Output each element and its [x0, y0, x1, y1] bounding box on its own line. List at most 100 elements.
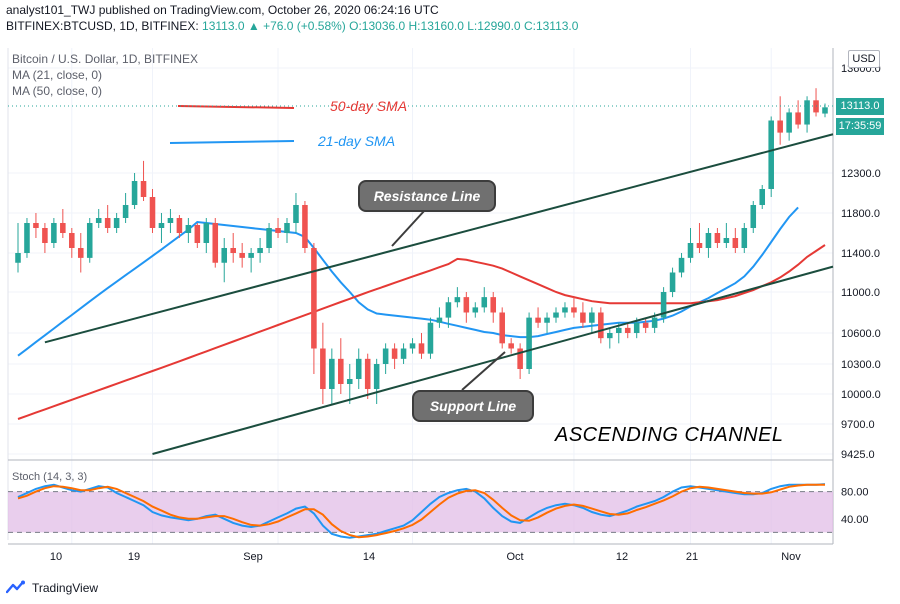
candle: [113, 213, 120, 233]
time-tick-label: 12: [616, 551, 628, 563]
candle-body: [786, 112, 792, 133]
candle: [571, 297, 577, 318]
candle-body: [615, 327, 622, 333]
candle-body: [678, 257, 685, 273]
candle-body: [795, 112, 801, 125]
ma21-legend[interactable]: MA (21, close, 0): [12, 68, 103, 82]
candle-body: [732, 238, 739, 248]
candle: [544, 312, 550, 333]
candle: [705, 228, 712, 258]
candle-body: [544, 317, 550, 323]
ma21-line: [17, 206, 799, 357]
ma50-legend[interactable]: MA (50, close, 0): [12, 84, 103, 98]
panel-frame: [7, 48, 834, 545]
currency-badge[interactable]: USD: [848, 50, 880, 68]
candle: [669, 267, 676, 298]
candle: [490, 292, 497, 323]
candle-body: [598, 312, 604, 339]
price-tick-label: 11400.0: [841, 248, 880, 260]
candle-body: [723, 238, 730, 243]
candle: [42, 223, 48, 253]
candle: [24, 218, 30, 258]
candle: [804, 96, 810, 133]
candle-body: [320, 348, 326, 389]
candle-body: [391, 348, 398, 359]
candle: [768, 116, 774, 197]
candle: [580, 302, 586, 328]
candle-body: [714, 233, 721, 243]
candle: [472, 302, 479, 318]
candle: [481, 287, 488, 313]
candle-body: [122, 205, 129, 218]
publish-info: analyst101_TWJ published on TradingView.…: [6, 3, 439, 17]
candle-body: [490, 297, 497, 313]
candle: [741, 223, 748, 253]
candle: [391, 343, 398, 369]
candle-body: [364, 358, 371, 389]
tradingview-brand: TradingView: [32, 581, 99, 595]
stoch-label: Stoch (14, 3, 3): [12, 471, 87, 483]
candle-body: [553, 312, 559, 318]
tradingview-footer[interactable]: TradingView: [6, 578, 98, 598]
candle-body: [212, 223, 219, 263]
candle-body: [158, 223, 165, 228]
candle: [624, 322, 631, 339]
candle: [122, 193, 129, 223]
candle-body: [104, 218, 111, 228]
candle-body: [239, 253, 245, 258]
candle-body: [777, 120, 783, 133]
moving-averages: [17, 206, 826, 420]
stoch-tick-label: 40.00: [841, 514, 869, 526]
chart-title: Bitcoin / U.S. Dollar, 1D, BITFINEX: [12, 52, 199, 66]
candle-body: [409, 343, 416, 349]
candle-body: [705, 233, 712, 248]
candle-body: [445, 302, 452, 318]
candle-body: [382, 348, 389, 364]
candle: [95, 209, 102, 228]
candle: [777, 96, 783, 145]
candle-body: [33, 223, 39, 228]
candle: [723, 223, 730, 248]
candle: [517, 343, 523, 379]
candle-body: [24, 223, 30, 253]
stoch-tick-label: 80.00: [841, 487, 869, 499]
candle-body: [221, 248, 228, 263]
candle: [642, 317, 649, 333]
candle: [795, 100, 801, 129]
price-tick-label: 10600.0: [841, 328, 881, 340]
candle-body: [373, 364, 380, 389]
symbol-label: BITFINEX:BTCUSD, 1D, BITFINEX:: [6, 19, 199, 33]
candle-body: [131, 181, 138, 205]
candle-body: [42, 228, 48, 243]
candle: [678, 253, 685, 278]
candle: [562, 302, 568, 318]
candle-body: [589, 312, 595, 323]
candle: [77, 233, 84, 273]
time-tick-label: Oct: [506, 551, 523, 563]
candle: [149, 189, 156, 233]
candle: [508, 338, 514, 354]
candle: [33, 213, 39, 238]
candle-body: [463, 297, 470, 313]
candle-body: [248, 253, 254, 258]
candle-body: [768, 120, 774, 189]
candle-body: [51, 223, 57, 243]
sma21-legend-line: [169, 140, 295, 144]
candle: [275, 218, 281, 238]
candle: [786, 108, 792, 141]
price-tick-label: 9700.0: [841, 419, 875, 431]
candle: [69, 228, 75, 258]
countdown-tag: 17:35:59: [836, 118, 884, 135]
ma50-line: [17, 244, 826, 420]
candle-body: [346, 379, 353, 384]
candle: [167, 209, 174, 233]
candle-body: [642, 322, 649, 328]
candle-body: [687, 243, 694, 258]
resistance-callout: Resistance Line: [358, 180, 496, 212]
candle-body: [355, 358, 362, 379]
candle-body: [149, 197, 156, 228]
candle-body: [418, 343, 425, 354]
candle-body: [203, 223, 210, 243]
candle-body: [822, 107, 828, 114]
